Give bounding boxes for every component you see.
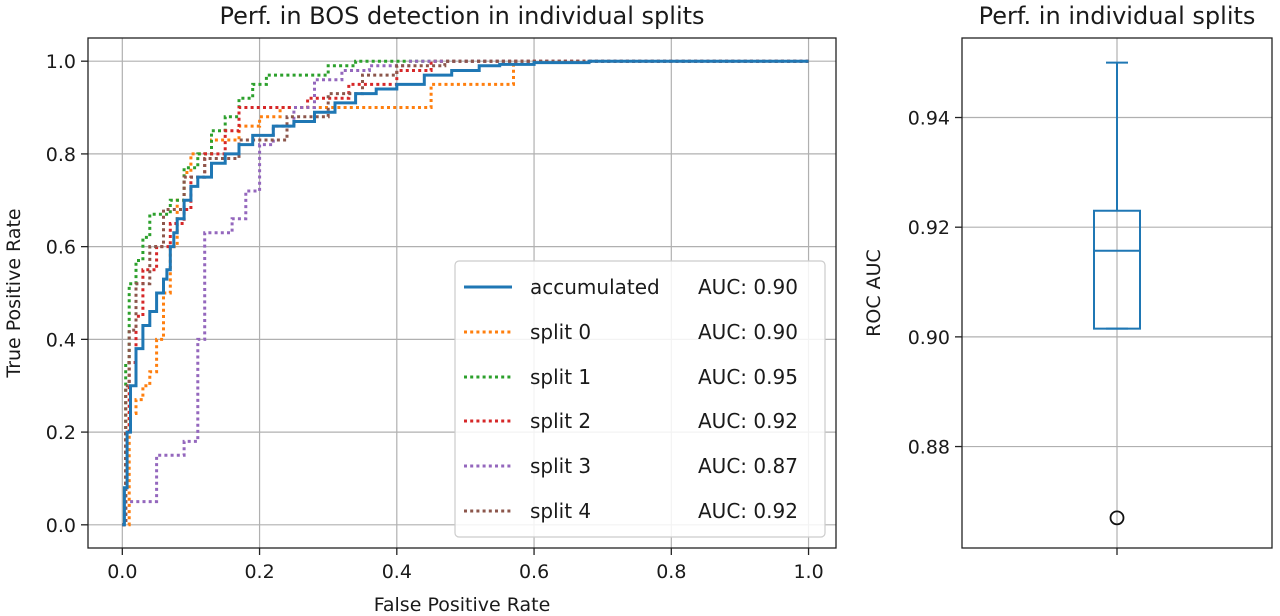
legend-auc: AUC: 0.95 [698,365,798,389]
roc-y-axis-label: True Positive Rate [3,208,25,378]
roc-y-tick-label: 1.0 [46,51,76,73]
roc-line-split-4 [122,59,809,527]
roc-line-split-3 [122,59,809,527]
box-y-axis-label: ROC AUC [863,249,885,337]
roc-x-tick-label: 0.4 [382,561,412,583]
box-iqr [1093,209,1141,330]
roc-line-accumulated [122,59,809,527]
box-chart-title: Perf. in individual splits [979,2,1256,30]
legend-label: split 2 [530,409,591,433]
roc-x-axis-label: False Positive Rate [374,594,551,616]
roc-chart-title: Perf. in BOS detection in individual spl… [219,2,704,30]
roc-series-lines [122,59,809,527]
legend-label: split 1 [530,365,591,389]
roc-x-tick-label: 0.2 [244,561,274,583]
roc-y-tick-label: 0.8 [46,144,76,166]
roc-x-tick-label: 1.0 [793,561,823,583]
roc-x-tick-label: 0.8 [656,561,686,583]
legend-label: accumulated [530,275,660,299]
legend-items: accumulated AUC: 0.90 split 0 AUC: 0.90 spli… [464,275,798,523]
roc-y-tick-label: 0.6 [46,237,76,259]
legend-label: split 0 [530,320,591,344]
roc-y-tick-label: 0.0 [46,515,76,537]
legend-box [454,260,826,538]
roc-y-tick-label: 0.2 [46,422,76,444]
roc-tick-labels: 0.0 0.2 0.4 0.6 0.8 1.0 0.0 0.2 0.4 0.6 0.8 1.0 [46,51,824,583]
roc-x-tick-label: 0.6 [519,561,549,583]
box-y-tick-label: 0.92 [908,217,950,239]
box-y-tick-label: 0.88 [908,437,950,459]
legend-auc: AUC: 0.92 [698,499,798,523]
roc-line-split-2 [122,59,809,527]
roc-line-split-0 [122,59,809,527]
legend-auc: AUC: 0.90 [698,320,798,344]
legend-label: split 3 [530,454,591,478]
box-plot-marks [1093,61,1141,526]
box-chart: Perf. in individual splits 0.880.900.920… [863,2,1273,555]
legend-auc: AUC: 0.90 [698,275,798,299]
roc-chart: Perf. in BOS detection in individual spl… [3,2,837,616]
box-tick-labels: 0.88 0.90 0.92 0.94 [908,108,1118,555]
roc-plot-frame [87,37,837,549]
legend-auc: AUC: 0.92 [698,409,798,433]
box-y-tick-label: 0.94 [908,108,950,130]
roc-legend: accumulated AUC: 0.90 split 0 AUC: 0.90 spli… [454,260,826,538]
roc-y-tick-label: 0.4 [46,329,76,351]
legend-label: split 4 [530,499,591,523]
box-y-tick-label: 0.90 [908,327,950,349]
legend-auc: AUC: 0.87 [698,454,798,478]
roc-x-tick-label: 0.0 [107,561,137,583]
box-outlier [1109,510,1125,526]
